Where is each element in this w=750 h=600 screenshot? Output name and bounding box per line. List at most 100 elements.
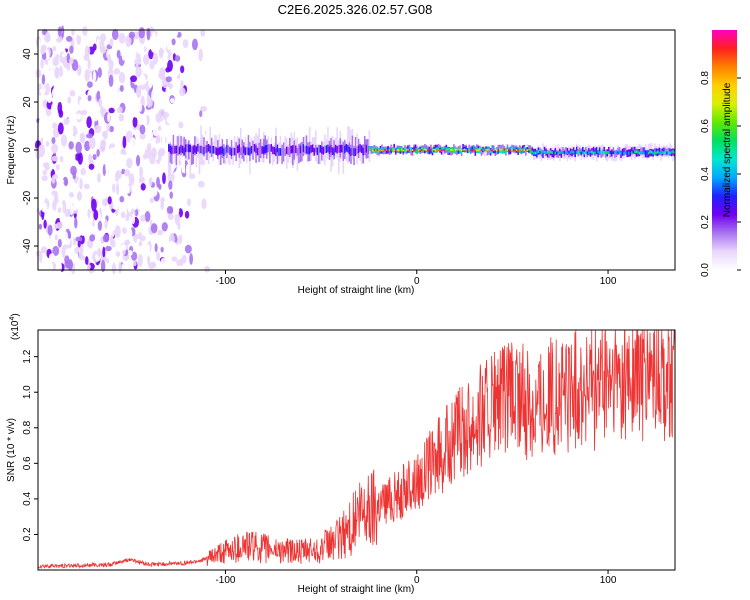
spectrogram-noise-cell xyxy=(134,209,138,217)
spectrogram-noise-cell xyxy=(122,249,126,255)
spectrogram-noise-cell xyxy=(55,164,60,171)
spectrogram-noise-cell xyxy=(77,152,83,165)
spectrogram-signal-cell xyxy=(357,145,360,154)
spectrogram-signal-cell xyxy=(562,147,564,155)
spectrogram-noise-cell xyxy=(71,28,75,36)
spectrogram-signal-cell xyxy=(454,148,457,151)
spectrogram-noise-cell xyxy=(100,106,105,115)
spectrogram-noise-cell xyxy=(118,71,126,84)
spectrogram-noise-cell xyxy=(128,250,133,256)
spectrogram-signal-cell xyxy=(354,136,357,157)
spectrogram-signal-cell xyxy=(658,151,661,155)
spectrogram-signal-cell xyxy=(175,145,178,166)
spectrogram-signal-cell xyxy=(608,151,610,154)
spectrogram-signal-cell xyxy=(647,151,650,155)
spectrogram-noise-cell xyxy=(156,251,160,261)
spectrogram-noise-cell xyxy=(187,198,191,207)
spectrogram-signal-cell xyxy=(240,128,242,159)
spectrogram-noise-cell xyxy=(114,132,119,141)
spectrogram-noise-cell xyxy=(40,250,48,262)
spectrogram-noise-cell xyxy=(145,129,153,141)
spectrogram-signal-cell xyxy=(181,145,184,154)
spectrogram-signal-cell xyxy=(382,149,385,151)
spectrogram-signal-cell xyxy=(376,148,379,151)
spectrogram-signal-cell xyxy=(494,148,497,154)
spectrogram-noise-cell xyxy=(139,74,146,86)
spectrogram-noise-cell xyxy=(140,95,145,108)
spectrogram-noise-cell xyxy=(136,85,142,99)
spectrogram-signal-cell xyxy=(528,148,530,151)
spectrogram-signal-cell xyxy=(640,147,642,155)
spectrogram-noise-cell xyxy=(163,213,169,224)
spectrogram-signal-cell xyxy=(304,136,306,156)
spectrogram-signal-cell xyxy=(307,146,309,155)
spectrogram-signal-cell xyxy=(486,146,489,152)
spectrogram-noise-cell xyxy=(109,234,114,246)
spectrogram-noise-cell xyxy=(170,97,175,104)
spectrogram-noise-cell xyxy=(55,222,63,230)
colorbar-tick-label: 0.0 xyxy=(700,263,711,277)
spectrogram-noise-cell xyxy=(174,212,181,226)
spectrogram-signal-cell xyxy=(644,150,647,158)
spectrogram-noise-cell xyxy=(48,253,55,262)
spectrogram-signal-cell xyxy=(542,150,544,159)
spectrogram-signal-cell xyxy=(574,150,576,154)
spectrogram-noise-cell xyxy=(164,203,168,209)
spectrogram-noise-cell xyxy=(64,69,70,82)
spectrogram-noise-cell xyxy=(162,172,166,185)
spectrogram-signal-cell xyxy=(653,151,656,155)
snr-y-scale-base: (x10 xyxy=(10,320,21,340)
spectrogram-noise-cell xyxy=(189,99,194,110)
spectrogram-y-tick-label: 20 xyxy=(22,96,33,108)
spectrogram-signal-cell xyxy=(569,151,572,154)
spectrogram-noise-cell xyxy=(133,233,138,243)
spectrogram-signal-cell xyxy=(290,136,293,156)
spectrogram-signal-cell xyxy=(363,144,366,153)
spectrogram-signal-cell xyxy=(650,150,653,154)
spectrogram-signal-cell xyxy=(557,144,560,156)
spectrogram-noise-cell xyxy=(94,54,99,65)
spectrogram-noise-cell xyxy=(89,234,96,242)
spectrogram-signal-cell xyxy=(408,149,411,152)
spectrogram-noise-cell xyxy=(165,86,171,98)
spectrogram-signal-cell xyxy=(563,150,566,154)
snr-x-tick-label: 100 xyxy=(600,575,617,586)
spectrogram-signal-cell xyxy=(604,151,607,155)
spectrogram-signal-cell xyxy=(273,146,276,155)
spectrogram-signal-cell xyxy=(502,148,504,154)
snr-line xyxy=(37,329,676,570)
spectrogram-signal-cell xyxy=(495,149,498,152)
spectrogram-noise-cell xyxy=(151,88,158,102)
spectrogram-signal-cell xyxy=(463,148,466,151)
spectrogram-y-label: Frequency (Hz) xyxy=(6,116,17,185)
spectrogram-noise-cell xyxy=(115,171,119,183)
snr-y-scale-exponent: 4 xyxy=(9,317,16,321)
spectrogram-noise-region xyxy=(34,24,211,276)
spectrogram-signal-cell xyxy=(521,148,524,154)
spectrogram-signal-cell xyxy=(497,144,500,153)
spectrogram-signal-cell xyxy=(261,146,264,154)
spectrogram-signal-cell xyxy=(508,148,510,154)
spectrogram-noise-cell xyxy=(109,125,114,133)
spectrogram-noise-cell xyxy=(57,26,62,37)
spectrogram-noise-cell xyxy=(89,65,97,71)
spectrogram-signal-cell xyxy=(194,142,196,174)
spectrogram-noise-cell xyxy=(40,246,48,254)
spectrogram-signal-cell xyxy=(341,144,343,153)
spectrogram-noise-cell xyxy=(51,113,56,123)
spectrogram-signal-cell xyxy=(591,150,593,154)
spectrogram-noise-cell xyxy=(199,110,203,118)
spectrogram-noise-cell xyxy=(47,195,55,202)
snr-y-scale-close: ) xyxy=(10,313,21,316)
spectrogram-noise-cell xyxy=(64,208,71,218)
spectrogram-signal-cell xyxy=(552,150,555,158)
spectrogram-signal-cell xyxy=(529,148,532,151)
snr-x-label: Height of straight line (km) xyxy=(298,584,415,595)
spectrogram-noise-cell xyxy=(116,182,120,196)
spectrogram-noise-cell xyxy=(51,211,57,224)
spectrogram-signal-cell xyxy=(536,151,538,155)
spectrogram-noise-cell xyxy=(167,226,171,234)
spectrogram-noise-cell xyxy=(129,137,136,147)
spectrogram-noise-cell xyxy=(138,27,145,39)
spectrogram-noise-cell xyxy=(42,65,50,72)
